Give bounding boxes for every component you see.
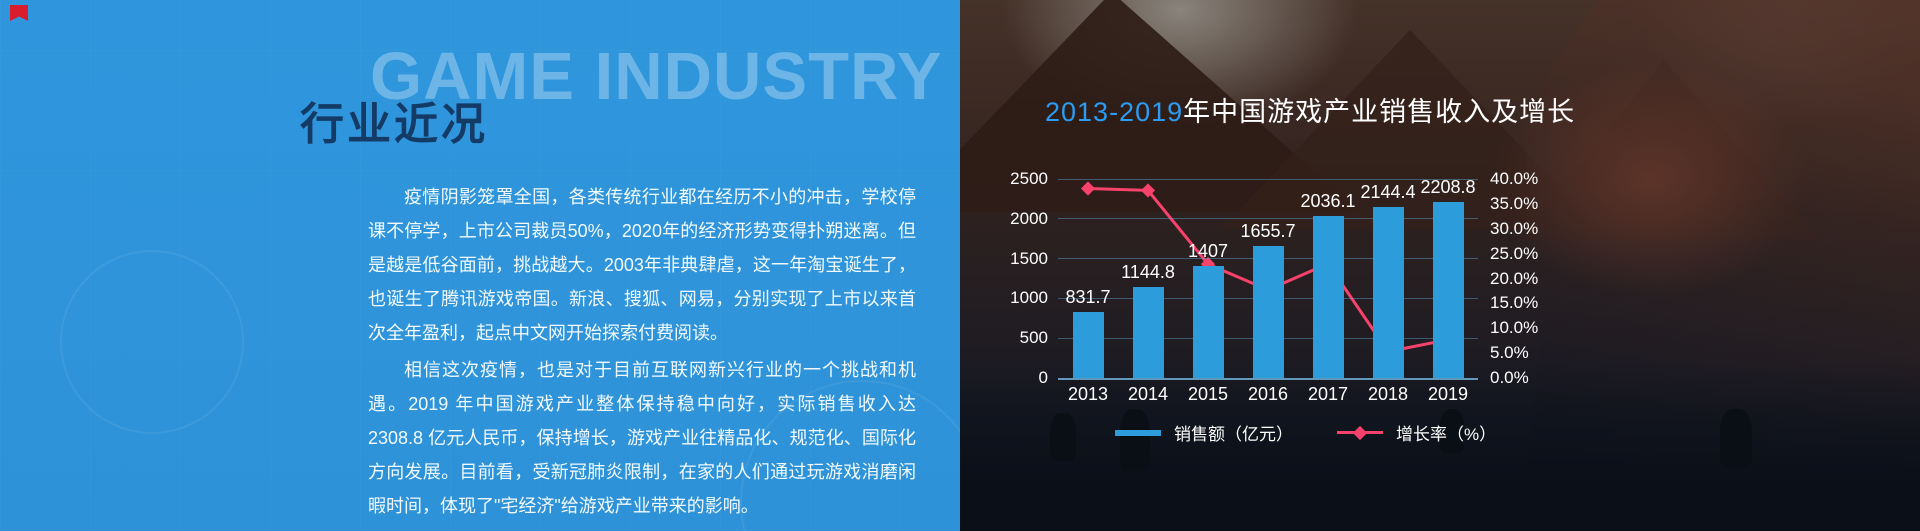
y-axis-tick-right: 10.0% (1490, 318, 1539, 338)
chart-title: 2013-2019年中国游戏产业销售收入及增长 (1045, 90, 1575, 129)
x-axis-tick: 2017 (1307, 384, 1349, 404)
bar-value-label: 1144.8 (1121, 261, 1175, 282)
x-axis-tick: 2016 (1247, 384, 1289, 404)
watermark-title: GAME INDUSTRY (370, 39, 943, 114)
revenue-bar (1432, 202, 1464, 378)
bar-value-label: 2144.4 (1360, 182, 1416, 203)
legend-line-swatch (1337, 425, 1383, 440)
revenue-bar (1132, 286, 1164, 378)
revenue-bar (1252, 246, 1284, 378)
chart-title-years: 2013-2019 (1045, 97, 1184, 127)
section-title: 行业近况 (300, 100, 488, 149)
y-axis-tick-right: 25.0% (1490, 243, 1539, 263)
bar-value-label: 1655.7 (1240, 221, 1296, 242)
legend-label: 销售额（亿元） (1174, 425, 1293, 444)
x-axis-tick: 2013 (1067, 384, 1109, 404)
bar-value-label: 2208.8 (1420, 177, 1476, 198)
revenue-bar (1312, 215, 1344, 378)
y-axis-tick-right: 0.0% (1490, 368, 1529, 387)
y-axis-tick-left: 2000 (1010, 208, 1048, 228)
corner-logo-icon (10, 5, 28, 21)
art-glow (1490, 60, 1810, 300)
y-axis-tick-left: 500 (1019, 328, 1048, 348)
paragraph-1: 疫情阴影笼罩全国，各类传统行业都在经历不小的冲击，学校停课不停学，上市公司裁员5… (368, 187, 916, 343)
gridline (1058, 178, 1478, 180)
y-axis-tick-right: 5.0% (1490, 343, 1529, 363)
y-axis-tick-right: 35.0% (1490, 193, 1539, 213)
y-axis-tick-left: 0 (1038, 368, 1048, 387)
legend-diamond-icon (1352, 425, 1368, 440)
art-chess-piece (1720, 409, 1752, 467)
y-axis-tick-right: 20.0% (1490, 268, 1539, 288)
legend-item: 增长率（%） (1337, 420, 1496, 445)
growth-line-point (1140, 183, 1156, 198)
x-axis-tick: 2014 (1127, 384, 1169, 404)
gridline (1058, 218, 1478, 220)
revenue-bar (1072, 311, 1104, 378)
chart-legend: 销售额（亿元） 增长率（%） (1115, 420, 1496, 445)
x-axis-line (1058, 377, 1478, 380)
left-panel: GAME INDUSTRY 行业近况 疫情阴影笼罩全国，各类传统行业都在经历不小… (0, 0, 984, 531)
revenue-bar (1192, 266, 1224, 378)
y-axis-tick-right: 15.0% (1490, 293, 1539, 313)
bar-value-label: 1407 (1187, 241, 1229, 261)
chart: 2013-2019年中国游戏产业销售收入及增长 销售额（亿元） 增长率（%） 0 5… (960, 0, 1920, 531)
art-chess-piece (1050, 413, 1076, 461)
y-axis-tick-right: 30.0% (1490, 218, 1539, 238)
legend-label: 增长率（%） (1396, 425, 1497, 444)
y-axis-tick-left: 2500 (1010, 169, 1048, 188)
y-axis-tick-left: 1500 (1010, 248, 1048, 268)
revenue-bar (1372, 207, 1404, 378)
growth-line-point (1080, 181, 1096, 196)
y-axis-tick-left: 1000 (1010, 288, 1048, 308)
bar-value-label: 831.7 (1065, 286, 1111, 307)
x-axis-tick: 2019 (1427, 384, 1469, 404)
chart-title-text: 年中国游戏产业销售收入及增长 (1183, 97, 1576, 127)
body-text: 疫情阴影笼罩全国，各类传统行业都在经历不小的冲击，学校停课不停学，上市公司裁员5… (368, 180, 916, 523)
y-axis-tick-right: 40.0% (1490, 169, 1539, 188)
x-axis-tick: 2018 (1367, 384, 1409, 404)
legend-item: 销售额（亿元） (1115, 420, 1293, 445)
bar-value-label: 2036.1 (1300, 190, 1356, 211)
texture-circle (60, 250, 244, 434)
paragraph-2: 相信这次疫情，也是对于目前互联网新兴行业的一个挑战和机遇。2019 年中国游戏产… (368, 360, 916, 516)
art-chess-piece (1120, 409, 1150, 471)
x-axis-tick: 2015 (1187, 384, 1229, 404)
legend-bar-swatch (1115, 429, 1161, 436)
art-chess-piece (1440, 409, 1464, 453)
right-panel: 2013-2019年中国游戏产业销售收入及增长 销售额（亿元） 增长率（%） 0 5… (960, 0, 1920, 531)
